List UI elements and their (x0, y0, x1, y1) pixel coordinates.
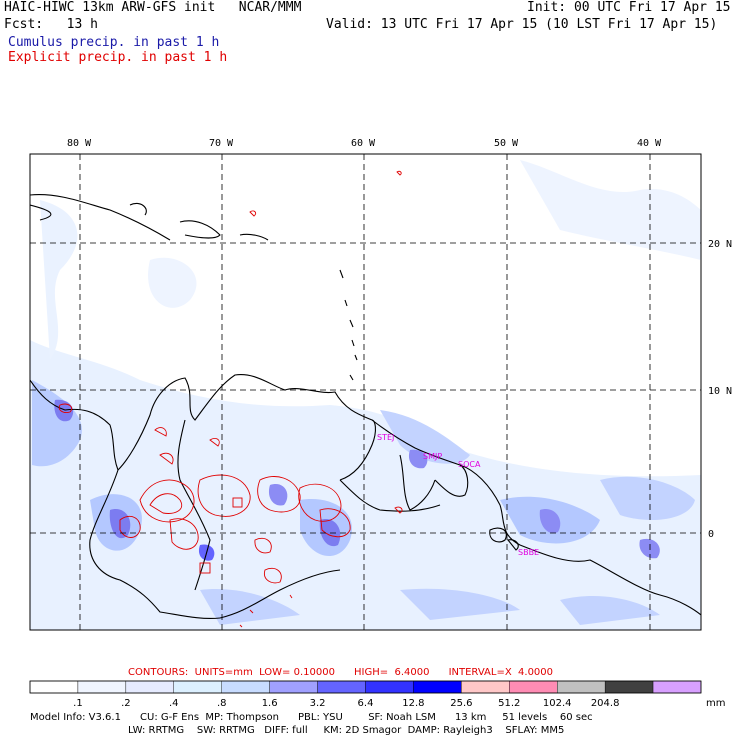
model-info-line2: LW: RRTMG SW: RRTMG DIFF: full KM: 2D Sm… (128, 725, 565, 736)
legend-cell (77, 680, 127, 694)
lat-label: 10 N (708, 386, 732, 397)
legend-cell (413, 680, 462, 694)
init-time: Init: 00 UTC Fri 17 Apr 15 (527, 0, 731, 15)
legend-label: 6.4 (358, 698, 374, 709)
station-label: STEJ (377, 433, 394, 442)
legend-label: .2 (121, 698, 131, 709)
legend-cell (317, 680, 366, 694)
legend-cell (29, 680, 79, 694)
contours-info: CONTOURS: UNITS=mm LOW= 0.10000 HIGH= 6.… (128, 667, 554, 678)
legend-cell (125, 680, 174, 694)
legend-cell (461, 680, 510, 694)
lon-label: 70 W (209, 138, 234, 149)
explicit-precip-contours (58, 170, 403, 628)
map-frame (29, 153, 702, 631)
color-legend: .1.2.4.8 1.6 3.2 6.4 12.8 25.6 51.2 102.4 204.8 … (29, 680, 725, 709)
cumulus-label: Cumulus precip. in past 1 h (8, 35, 220, 50)
legend-label: .1 (73, 698, 83, 709)
lat-label: 0 (708, 529, 714, 540)
legend-cell (269, 680, 318, 694)
title-left: HAIC-HIWC 13km ARW-GFS init NCAR/MMM (4, 0, 302, 15)
legend-unit: mm (706, 698, 725, 709)
legend-cell (365, 680, 414, 694)
lon-label: 40 W (637, 138, 662, 149)
station-label: SMJP (423, 452, 442, 461)
legend-label: 3.2 (310, 698, 326, 709)
legend-cell (509, 680, 558, 694)
legend-label: 25.6 (450, 698, 472, 709)
legend-label: 51.2 (498, 698, 520, 709)
legend-label: 1.6 (262, 698, 278, 709)
legend-cell (557, 680, 606, 694)
model-info-line1: Model Info: V3.6.1 CU: G-F Ens MP: Thomp… (30, 712, 593, 723)
legend-label: .8 (217, 698, 227, 709)
valid-time: Valid: 13 UTC Fri 17 Apr 15 (10 LST Fri … (326, 17, 718, 32)
legend-cell (652, 680, 702, 694)
legend-label: 204.8 (591, 698, 620, 709)
forecast-hour: Fcst: 13 h (4, 17, 98, 32)
legend-label: 102.4 (543, 698, 572, 709)
legend-cells (29, 680, 702, 694)
lat-label: 20 N (708, 239, 732, 250)
lon-label: 50 W (494, 138, 519, 149)
explicit-label: Explicit precip. in past 1 h (8, 50, 228, 65)
lon-label: 80 W (67, 138, 92, 149)
precip-field (30, 160, 701, 630)
legend-cell (173, 680, 222, 694)
coastlines (30, 194, 701, 619)
legend-cell (604, 680, 654, 694)
lat-lon-grid (30, 154, 701, 630)
legend-label: 12.8 (402, 698, 424, 709)
station-label: SOCA (458, 460, 481, 469)
station-label: SBBE (518, 548, 539, 557)
lon-label: 60 W (351, 138, 376, 149)
legend-cell (221, 680, 270, 694)
legend-label: .4 (169, 698, 179, 709)
